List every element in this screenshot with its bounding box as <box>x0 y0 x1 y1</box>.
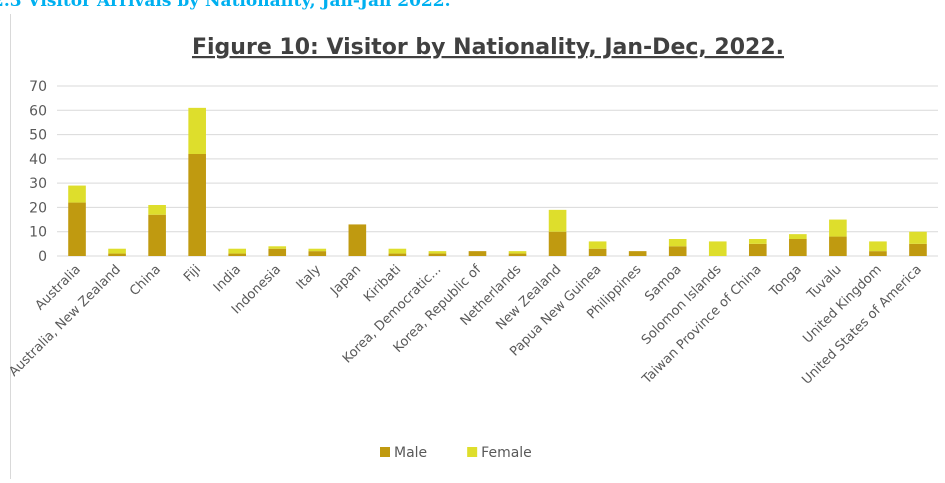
y-tick-label: 0 <box>38 249 47 265</box>
x-tick-label: India <box>211 262 244 295</box>
x-tick-label: Italy <box>294 262 325 293</box>
bar <box>628 251 647 256</box>
bar <box>68 185 86 203</box>
bar <box>829 219 847 237</box>
bar <box>829 236 847 256</box>
bar <box>108 248 126 254</box>
bar <box>588 241 607 249</box>
x-tick-label: China <box>127 262 164 299</box>
bar <box>308 251 327 256</box>
bar <box>548 231 567 256</box>
bar <box>668 239 687 247</box>
section-header: 2.3 Visitor Arrivals by Nationality, Jan… <box>0 0 451 11</box>
bar <box>748 243 767 256</box>
bar <box>108 253 126 256</box>
bar <box>428 251 447 254</box>
x-tick-label: Fiji <box>181 262 204 285</box>
y-tick-label: 40 <box>29 152 47 168</box>
bar <box>188 154 206 256</box>
bar <box>268 246 287 249</box>
y-tick-label: 70 <box>29 79 47 95</box>
y-tick-label: 30 <box>29 176 47 192</box>
bar <box>548 209 567 232</box>
legend-swatch <box>467 447 478 457</box>
bar <box>148 214 166 256</box>
bar <box>708 241 727 256</box>
legend-label: Female <box>481 445 532 461</box>
bar <box>909 243 927 256</box>
legend-label: Male <box>394 445 427 461</box>
bar <box>789 239 807 256</box>
bar <box>909 231 927 244</box>
y-tick-label: 50 <box>29 128 47 144</box>
bar <box>268 248 287 256</box>
bar <box>188 107 206 154</box>
bar <box>869 251 887 256</box>
bar <box>508 251 527 254</box>
bar <box>388 253 407 256</box>
bar <box>668 246 687 256</box>
bar <box>388 248 407 254</box>
bar <box>148 205 166 215</box>
bar <box>428 253 447 256</box>
legend-swatch <box>380 447 390 457</box>
y-tick-label: 20 <box>29 200 47 216</box>
x-tick-label: Tonga <box>766 262 804 300</box>
bar <box>228 248 247 254</box>
y-tick-label: 10 <box>29 225 47 241</box>
bar <box>348 224 367 256</box>
chart-title: Figure 10: Visitor by Nationality, Jan-D… <box>192 35 784 60</box>
y-tick-label: 60 <box>29 103 47 119</box>
x-tick-label: Japan <box>327 262 364 299</box>
bar <box>869 241 887 252</box>
bar <box>789 234 807 239</box>
bar <box>748 239 767 244</box>
bar <box>228 253 247 256</box>
bar <box>508 253 527 256</box>
bar <box>468 251 487 256</box>
bar <box>588 248 607 256</box>
bar <box>68 202 86 256</box>
bar <box>308 248 327 252</box>
